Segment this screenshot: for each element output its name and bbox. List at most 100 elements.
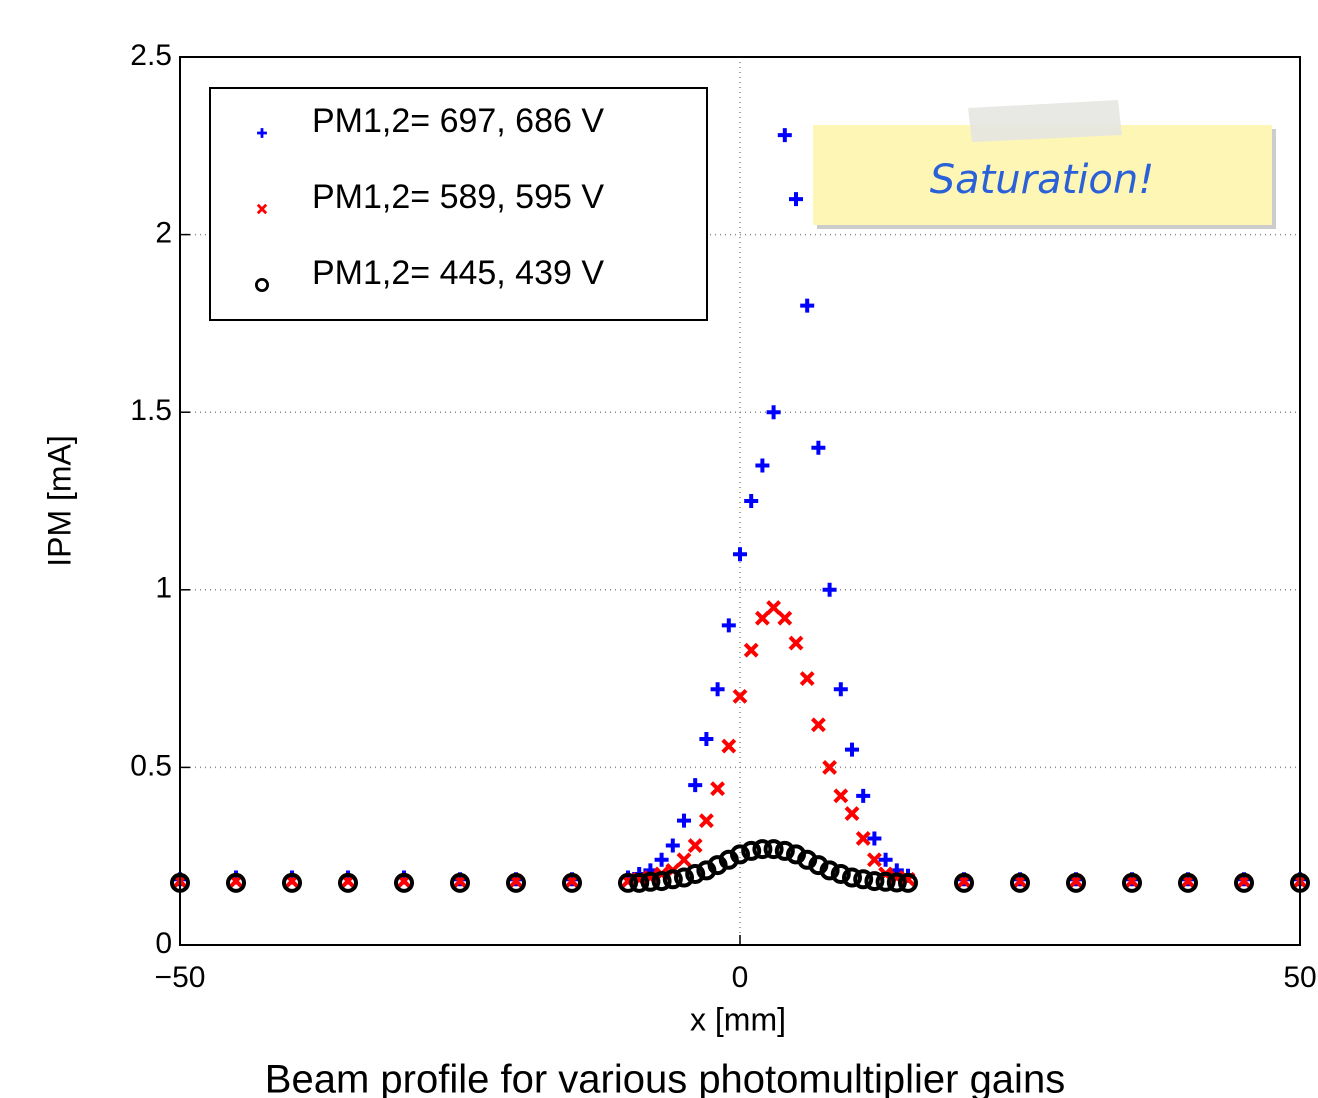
marker-shape <box>867 831 882 846</box>
marker <box>677 813 691 828</box>
marker-shape <box>853 869 874 890</box>
marker-shape <box>833 788 849 804</box>
marker <box>741 840 762 861</box>
legend-box <box>209 87 708 321</box>
marker-shape <box>800 298 815 313</box>
marker-shape <box>822 582 837 597</box>
marker <box>654 852 669 867</box>
marker-shape <box>822 759 838 775</box>
y-tick-label: 2.5 <box>130 39 172 72</box>
marker-shape <box>811 440 826 455</box>
marker <box>766 405 781 420</box>
marker-shape <box>674 867 694 888</box>
marker-shape <box>665 838 680 853</box>
marker <box>855 831 871 846</box>
marker <box>886 872 907 893</box>
annotation: Saturation! <box>930 157 1155 203</box>
legend-label: PM1,2= 589, 595 V <box>312 178 604 216</box>
x-tick-label: 50 <box>1283 961 1316 994</box>
marker <box>811 440 826 455</box>
marker <box>651 871 672 892</box>
x-axis-label: x [mm] <box>690 1001 786 1037</box>
marker-shape <box>878 852 893 867</box>
marker <box>698 813 714 829</box>
marker-shape <box>618 872 638 893</box>
y-tick-label: 1.5 <box>130 394 172 427</box>
x-tick-label: −50 <box>155 961 206 994</box>
marker-shape <box>732 688 748 704</box>
marker-shape <box>744 494 759 508</box>
marker <box>732 688 748 704</box>
marker <box>844 806 860 821</box>
marker <box>710 682 725 697</box>
marker <box>766 600 782 615</box>
marker <box>618 872 638 893</box>
marker-shape <box>855 831 871 846</box>
marker <box>830 863 851 884</box>
marker-shape <box>743 642 759 658</box>
marker <box>866 852 882 868</box>
marker <box>752 839 773 860</box>
y-tick-label: 0.5 <box>130 749 172 782</box>
marker <box>730 844 750 865</box>
y-axis-label: IPM [mA] <box>41 435 77 567</box>
marker-shape <box>698 813 714 829</box>
marker <box>875 871 896 892</box>
marker-shape <box>766 405 781 420</box>
marker <box>562 872 582 893</box>
marker <box>1178 872 1198 893</box>
marker-shape <box>1122 872 1142 893</box>
marker <box>394 872 414 893</box>
marker <box>674 867 694 888</box>
marker <box>676 852 692 868</box>
y-tick-label: 2 <box>155 217 172 250</box>
marker-shape <box>833 682 848 697</box>
marker <box>744 494 759 508</box>
marker-shape <box>651 871 672 892</box>
marker <box>721 738 737 754</box>
marker <box>282 872 302 893</box>
marker-shape <box>1178 872 1198 893</box>
marker-shape <box>741 840 762 861</box>
marker <box>819 860 840 881</box>
marker <box>256 203 268 215</box>
marker <box>1234 872 1254 893</box>
marker-shape <box>640 871 661 892</box>
marker <box>743 642 759 658</box>
note <box>813 125 1272 225</box>
marker <box>788 635 804 651</box>
marker-shape <box>755 458 770 473</box>
marker-shape <box>730 844 750 865</box>
marker-shape <box>257 128 267 138</box>
marker <box>685 863 706 884</box>
marker-shape <box>864 871 885 892</box>
marker-shape <box>1234 872 1254 893</box>
marker <box>833 788 849 804</box>
marker-shape <box>1010 872 1030 893</box>
marker <box>789 192 803 207</box>
marker <box>640 871 661 892</box>
marker <box>665 838 680 853</box>
marker-shape <box>256 203 268 215</box>
marker <box>878 852 893 867</box>
marker-shape <box>819 860 840 881</box>
marker <box>777 128 792 143</box>
marker <box>255 277 270 292</box>
marker-shape <box>733 547 747 562</box>
marker <box>450 872 470 893</box>
tape <box>968 100 1122 142</box>
marker <box>842 867 862 888</box>
marker <box>226 872 246 893</box>
marker <box>810 717 826 733</box>
marker-shape <box>752 839 773 860</box>
marker-shape <box>255 277 270 292</box>
marker-shape <box>662 869 683 890</box>
axes-box <box>179 56 1301 946</box>
marker <box>777 610 793 626</box>
marker-shape <box>954 872 974 893</box>
marker-shape <box>338 872 358 893</box>
marker-shape <box>687 838 703 853</box>
marker-shape <box>842 867 862 888</box>
y-tick-label: 1 <box>155 572 172 605</box>
